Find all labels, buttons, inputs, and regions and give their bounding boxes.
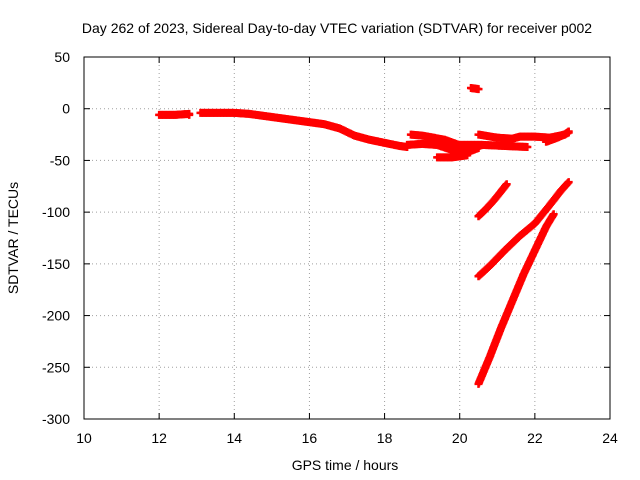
y-tick-label: -250 — [42, 359, 70, 375]
series-arc-g — [474, 180, 511, 221]
y-tick-label: -150 — [42, 256, 70, 272]
data-point — [502, 180, 511, 189]
plot-border — [83, 56, 611, 420]
axis-tick-labels: 10 12 14 16 18 20 22 24 50 0 -50 -100 -150 -200 -250 -3… — [42, 49, 618, 446]
y-tick-label: -100 — [42, 204, 70, 220]
data-point — [564, 178, 573, 187]
grid — [84, 57, 610, 419]
data-point — [463, 151, 472, 160]
y-tick-label: -200 — [42, 308, 70, 324]
series-main-arc-1 — [155, 109, 194, 119]
x-tick-label: 10 — [76, 430, 92, 446]
series-arc-b — [433, 151, 472, 162]
y-tick-label: -50 — [50, 152, 70, 168]
data-point — [549, 210, 558, 219]
series-arc-c — [455, 140, 532, 151]
y-tick-label: -300 — [42, 411, 70, 427]
x-tick-label: 12 — [151, 430, 167, 446]
series-main-arc-2 — [196, 108, 412, 151]
chart-title: Day 262 of 2023, Sidereal Day-to-day VTE… — [82, 20, 592, 36]
y-tick-label: 50 — [54, 49, 70, 65]
x-tick-label: 24 — [602, 430, 618, 446]
series-arc-e — [542, 128, 573, 146]
data-point — [185, 110, 194, 119]
data-point — [523, 142, 532, 151]
series-arc-i — [474, 210, 558, 388]
x-tick-label: 20 — [452, 430, 468, 446]
x-tick-label: 22 — [527, 430, 543, 446]
x-axis-label: GPS time / hours — [292, 457, 399, 473]
y-tick-label: 0 — [62, 101, 70, 117]
x-tick-label: 16 — [302, 430, 318, 446]
y-axis-label: SDTVAR / TECUs — [5, 182, 21, 294]
data-point — [564, 128, 573, 137]
series-arc-h — [474, 178, 573, 281]
x-tick-label: 14 — [226, 430, 242, 446]
x-tick-label: 18 — [377, 430, 393, 446]
data-point — [474, 85, 483, 94]
plot-area — [155, 84, 573, 388]
series-arc-f — [466, 84, 483, 94]
